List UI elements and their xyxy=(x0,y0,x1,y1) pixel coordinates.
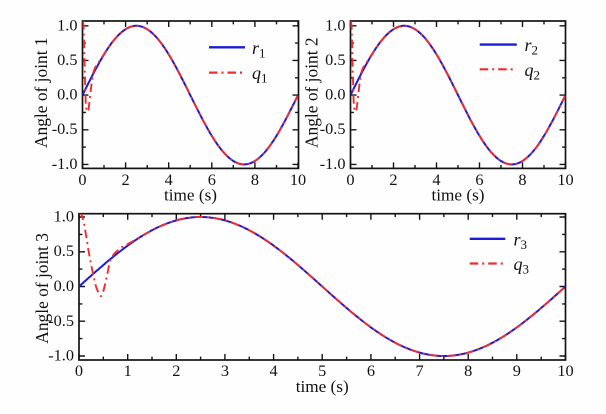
svg-text:-0.5: -0.5 xyxy=(48,311,74,330)
svg-text:0.5: 0.5 xyxy=(57,50,77,69)
svg-text:time (s): time (s) xyxy=(296,377,349,396)
svg-text:6: 6 xyxy=(367,361,375,380)
svg-text:6: 6 xyxy=(208,170,216,189)
svg-text:r1: r1 xyxy=(252,38,266,61)
svg-text:r3: r3 xyxy=(514,229,528,252)
svg-text:10: 10 xyxy=(557,361,573,380)
svg-text:8: 8 xyxy=(518,170,526,189)
svg-text:7: 7 xyxy=(416,361,424,380)
svg-text:-0.5: -0.5 xyxy=(52,119,78,138)
svg-text:8: 8 xyxy=(251,170,259,189)
svg-text:0: 0 xyxy=(78,170,86,189)
svg-text:0.0: 0.0 xyxy=(325,85,345,104)
svg-text:6: 6 xyxy=(475,170,483,189)
svg-text:0: 0 xyxy=(346,170,354,189)
svg-text:-0.5: -0.5 xyxy=(320,119,346,138)
svg-text:4: 4 xyxy=(432,170,440,189)
svg-text:-1.0: -1.0 xyxy=(320,154,346,173)
svg-text:Angle of joint 2: Angle of joint 2 xyxy=(302,37,322,148)
svg-text:4: 4 xyxy=(270,361,278,380)
svg-text:q1: q1 xyxy=(252,63,268,86)
svg-text:0: 0 xyxy=(75,361,83,380)
svg-text:r2: r2 xyxy=(525,35,539,58)
svg-text:2: 2 xyxy=(172,361,180,380)
svg-text:1: 1 xyxy=(124,361,132,380)
svg-text:2: 2 xyxy=(122,170,130,189)
svg-text:10: 10 xyxy=(290,170,306,189)
svg-text:3: 3 xyxy=(221,361,229,380)
svg-text:q2: q2 xyxy=(525,60,541,83)
svg-text:8: 8 xyxy=(464,361,472,380)
svg-text:9: 9 xyxy=(513,361,521,380)
svg-text:Angle of joint 1: Angle of joint 1 xyxy=(31,37,51,148)
svg-text:5: 5 xyxy=(318,361,326,380)
svg-text:0.5: 0.5 xyxy=(325,50,345,69)
svg-text:1.0: 1.0 xyxy=(54,207,74,226)
svg-text:2: 2 xyxy=(389,170,397,189)
svg-text:time (s): time (s) xyxy=(432,185,485,204)
svg-text:10: 10 xyxy=(557,170,573,189)
svg-text:1.0: 1.0 xyxy=(57,15,77,34)
svg-text:-1.0: -1.0 xyxy=(48,346,74,365)
svg-text:-1.0: -1.0 xyxy=(52,154,78,173)
svg-text:Angle of joint 3: Angle of joint 3 xyxy=(32,233,52,344)
svg-text:0.0: 0.0 xyxy=(57,85,77,104)
svg-text:q3: q3 xyxy=(514,254,530,277)
svg-text:1.0: 1.0 xyxy=(325,15,345,34)
svg-text:time (s): time (s) xyxy=(164,185,217,204)
svg-text:0.5: 0.5 xyxy=(54,241,74,260)
svg-text:0.0: 0.0 xyxy=(54,276,74,295)
svg-text:4: 4 xyxy=(165,170,173,189)
